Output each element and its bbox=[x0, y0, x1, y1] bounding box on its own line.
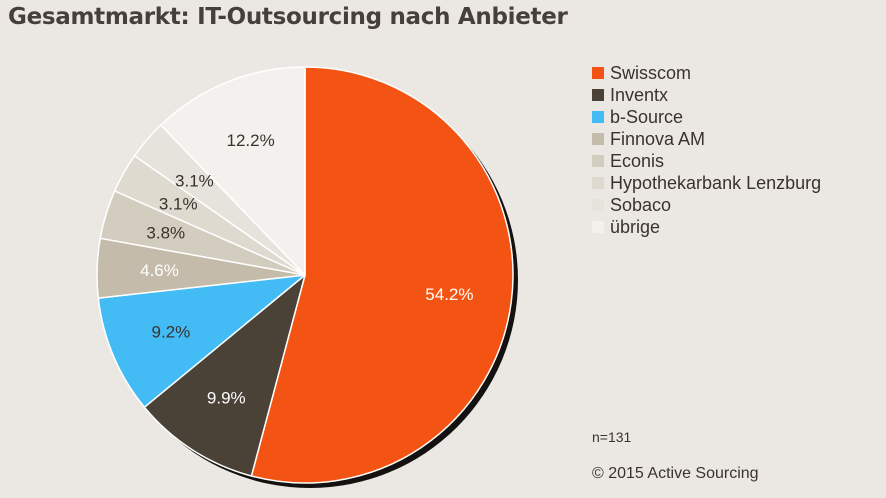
legend-label: b-Source bbox=[610, 106, 684, 127]
legend-swatch bbox=[592, 221, 604, 233]
pie-slice-swisscom bbox=[250, 66, 514, 484]
legend-swatch bbox=[592, 155, 604, 167]
slice-data-label: 54.2% bbox=[425, 285, 473, 304]
chart-title: Gesamtmarkt: IT-Outsourcing nach Anbiete… bbox=[8, 4, 568, 30]
legend-swatch bbox=[592, 67, 604, 79]
sample-size-note: n=131 bbox=[592, 429, 632, 445]
legend-item: Finnova AM bbox=[592, 128, 821, 150]
slice-data-label: 4.6% bbox=[140, 261, 179, 280]
legend-item: Econis bbox=[592, 150, 821, 172]
legend-label: Swisscom bbox=[610, 62, 692, 83]
legend-item: Hypothekarbank Lenzburg bbox=[592, 172, 821, 194]
chart-legend: Swisscom Inventx b-Source Finnova AM Econis H… bbox=[592, 62, 821, 238]
pie-slice-inventx bbox=[143, 274, 306, 477]
legend-label: übrige bbox=[610, 216, 661, 237]
pie-slice--brige bbox=[160, 66, 306, 276]
slice-data-label: 3.1% bbox=[175, 171, 214, 190]
legend-label: Econis bbox=[610, 150, 665, 171]
slice-data-label: 9.2% bbox=[152, 323, 191, 342]
legend-label: Finnova AM bbox=[610, 128, 706, 149]
slice-data-label: 3.8% bbox=[146, 223, 185, 242]
legend-swatch bbox=[592, 133, 604, 145]
legend-label: Sobaco bbox=[610, 194, 672, 215]
slice-data-label: 9.9% bbox=[207, 389, 246, 408]
legend-item: b-Source bbox=[592, 106, 821, 128]
legend-item: Inventx bbox=[592, 84, 821, 106]
copyright-note: © 2015 Active Sourcing bbox=[592, 465, 759, 482]
legend-label: Hypothekarbank Lenzburg bbox=[610, 172, 822, 193]
legend-item: Swisscom bbox=[592, 62, 821, 84]
legend-item: übrige bbox=[592, 216, 821, 238]
legend-label: Inventx bbox=[610, 84, 669, 105]
slice-data-label: 12.2% bbox=[226, 131, 274, 150]
slice-data-label: 3.1% bbox=[159, 195, 198, 214]
legend-swatch bbox=[592, 89, 604, 101]
legend-swatch bbox=[592, 199, 604, 211]
legend-swatch bbox=[592, 111, 604, 123]
legend-swatch bbox=[592, 177, 604, 189]
pie-slice-b-source bbox=[97, 274, 306, 408]
legend-item: Sobaco bbox=[592, 194, 821, 216]
